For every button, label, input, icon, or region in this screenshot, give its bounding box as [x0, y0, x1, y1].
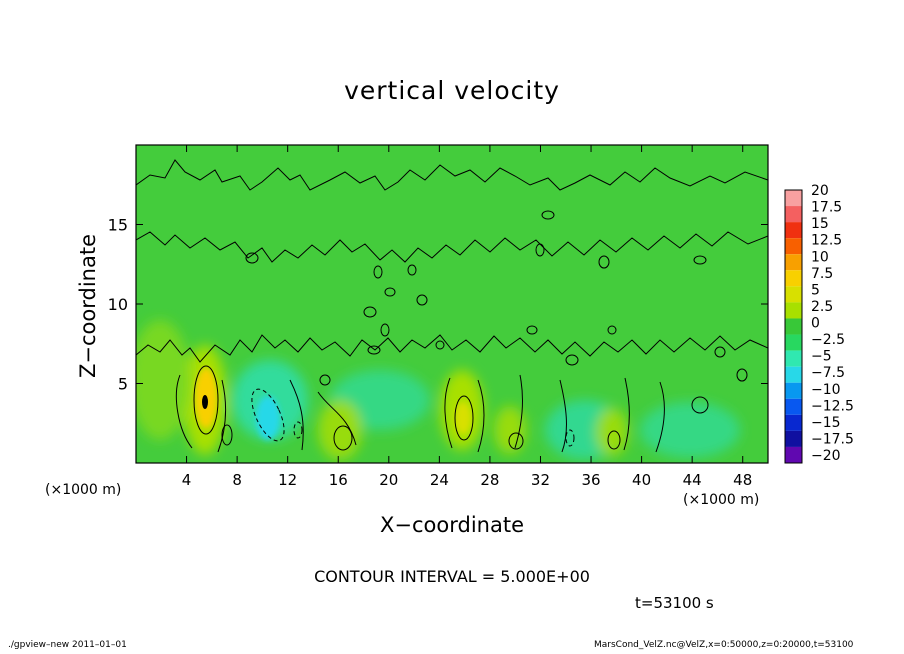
small-contour-cells	[245, 210, 748, 414]
footer-program-info: ./gpview–new 2011–01–01	[8, 640, 127, 650]
x-axis: 4 8 12 16 20 24 28 32 36 40 44 48	[182, 145, 752, 489]
colorbar-swatch	[785, 430, 802, 447]
zero-contour	[175, 374, 665, 453]
x-tick-label: 40	[632, 471, 651, 489]
colorbar-swatch	[785, 318, 802, 335]
colorbar-swatch	[785, 190, 802, 207]
colorbar-level-label: −17.5	[811, 431, 854, 447]
positive-region	[136, 320, 190, 440]
colorbar: 2017.51512.5107.552.50−2.5−5−7.5−10−12.5…	[784, 183, 854, 464]
updraft-contour	[221, 424, 233, 446]
x-tick-label: 8	[232, 471, 242, 489]
colorbar-level-label: −5	[811, 349, 832, 365]
chart-title: vertical velocity	[344, 76, 560, 105]
x-tick-label: 36	[581, 471, 600, 489]
colorbar-swatch	[785, 254, 802, 271]
x-unit-label-left: (×1000 m)	[45, 482, 122, 498]
x-tick-label: 20	[379, 471, 398, 489]
colorbar-level-label: 17.5	[811, 200, 842, 216]
positive-region	[318, 400, 362, 460]
colorbar-swatch	[785, 382, 802, 399]
colorbar-level-label: 15	[811, 216, 829, 232]
updraft-contour	[508, 432, 524, 450]
contour-lines	[136, 159, 768, 453]
colorbar-swatch	[785, 222, 802, 239]
colorbar-swatch	[785, 446, 802, 463]
colorbar-level-label: 12.5	[811, 233, 842, 249]
colorbar-level-label: −2.5	[811, 332, 845, 348]
x-tick-label: 4	[182, 471, 192, 489]
downdraft-core	[256, 396, 280, 440]
y-axis-label: Z−coordinate	[76, 234, 100, 378]
y-tick-label: 10	[108, 295, 128, 314]
colorbar-level-label: −20	[811, 448, 841, 464]
colorbar-level-label: −15	[811, 415, 841, 431]
positive-region	[494, 406, 526, 454]
updraft-contour	[333, 425, 353, 451]
field-cores	[195, 368, 471, 440]
y-tick-label: 15	[108, 216, 128, 235]
updraft-peak	[202, 395, 208, 409]
negative-contours	[251, 388, 575, 447]
colorbar-level-label: 0	[811, 316, 820, 332]
colorbar-swatch	[785, 398, 802, 415]
colorbar-swatch	[785, 302, 802, 319]
colorbar-swatch	[785, 270, 802, 287]
colorbar-level-label: 20	[811, 183, 829, 199]
colorbar-level-label: 5	[811, 282, 820, 298]
x-tick-label: 48	[733, 471, 752, 489]
updraft-contour	[193, 365, 219, 435]
colorbar-level-label: −10	[811, 382, 841, 398]
y-tick-label: 5	[118, 375, 128, 394]
colorbar-level-label: 10	[811, 249, 829, 265]
zero-contour	[136, 231, 768, 263]
colorbar-swatch	[785, 286, 802, 303]
colorbar-swatch	[785, 206, 802, 223]
colorbar-swatch	[785, 238, 802, 255]
zero-contour	[136, 159, 768, 191]
updraft-contour	[607, 430, 621, 450]
x-tick-label: 12	[278, 471, 297, 489]
colorbar-frame	[784, 189, 803, 464]
x-tick-label: 24	[430, 471, 449, 489]
colorbar-swatch	[785, 350, 802, 367]
x-tick-label: 44	[683, 471, 702, 489]
colorbar-swatch	[785, 334, 802, 351]
colorbar-level-label: 2.5	[811, 299, 833, 315]
x-axis-label: X−coordinate	[380, 513, 524, 537]
time-label: t=53100 s	[635, 594, 714, 612]
heatmap-field	[136, 145, 768, 463]
colorbar-level-label: −7.5	[811, 365, 845, 381]
updraft-core	[455, 402, 471, 434]
footer-data-source: MarsCond_VelZ.nc@VelZ,x=0:50000,z=0:2000…	[594, 640, 854, 650]
negative-region	[640, 402, 740, 458]
colorbar-level-label: 7.5	[811, 266, 833, 282]
x-tick-label: 16	[329, 471, 348, 489]
field-shading	[136, 320, 740, 460]
colorbar-swatch	[785, 414, 802, 431]
contour-interval-note: CONTOUR INTERVAL = 5.000E+00	[314, 567, 590, 586]
x-tick-label: 32	[531, 471, 550, 489]
colorbar-swatch	[785, 366, 802, 383]
x-unit-label-right: (×1000 m)	[683, 492, 760, 508]
y-axis: 5 10 15	[108, 216, 768, 394]
zero-contour	[136, 334, 768, 363]
x-tick-label: 28	[480, 471, 499, 489]
updraft-contour	[454, 395, 474, 441]
colorbar-level-label: −12.5	[811, 398, 854, 414]
